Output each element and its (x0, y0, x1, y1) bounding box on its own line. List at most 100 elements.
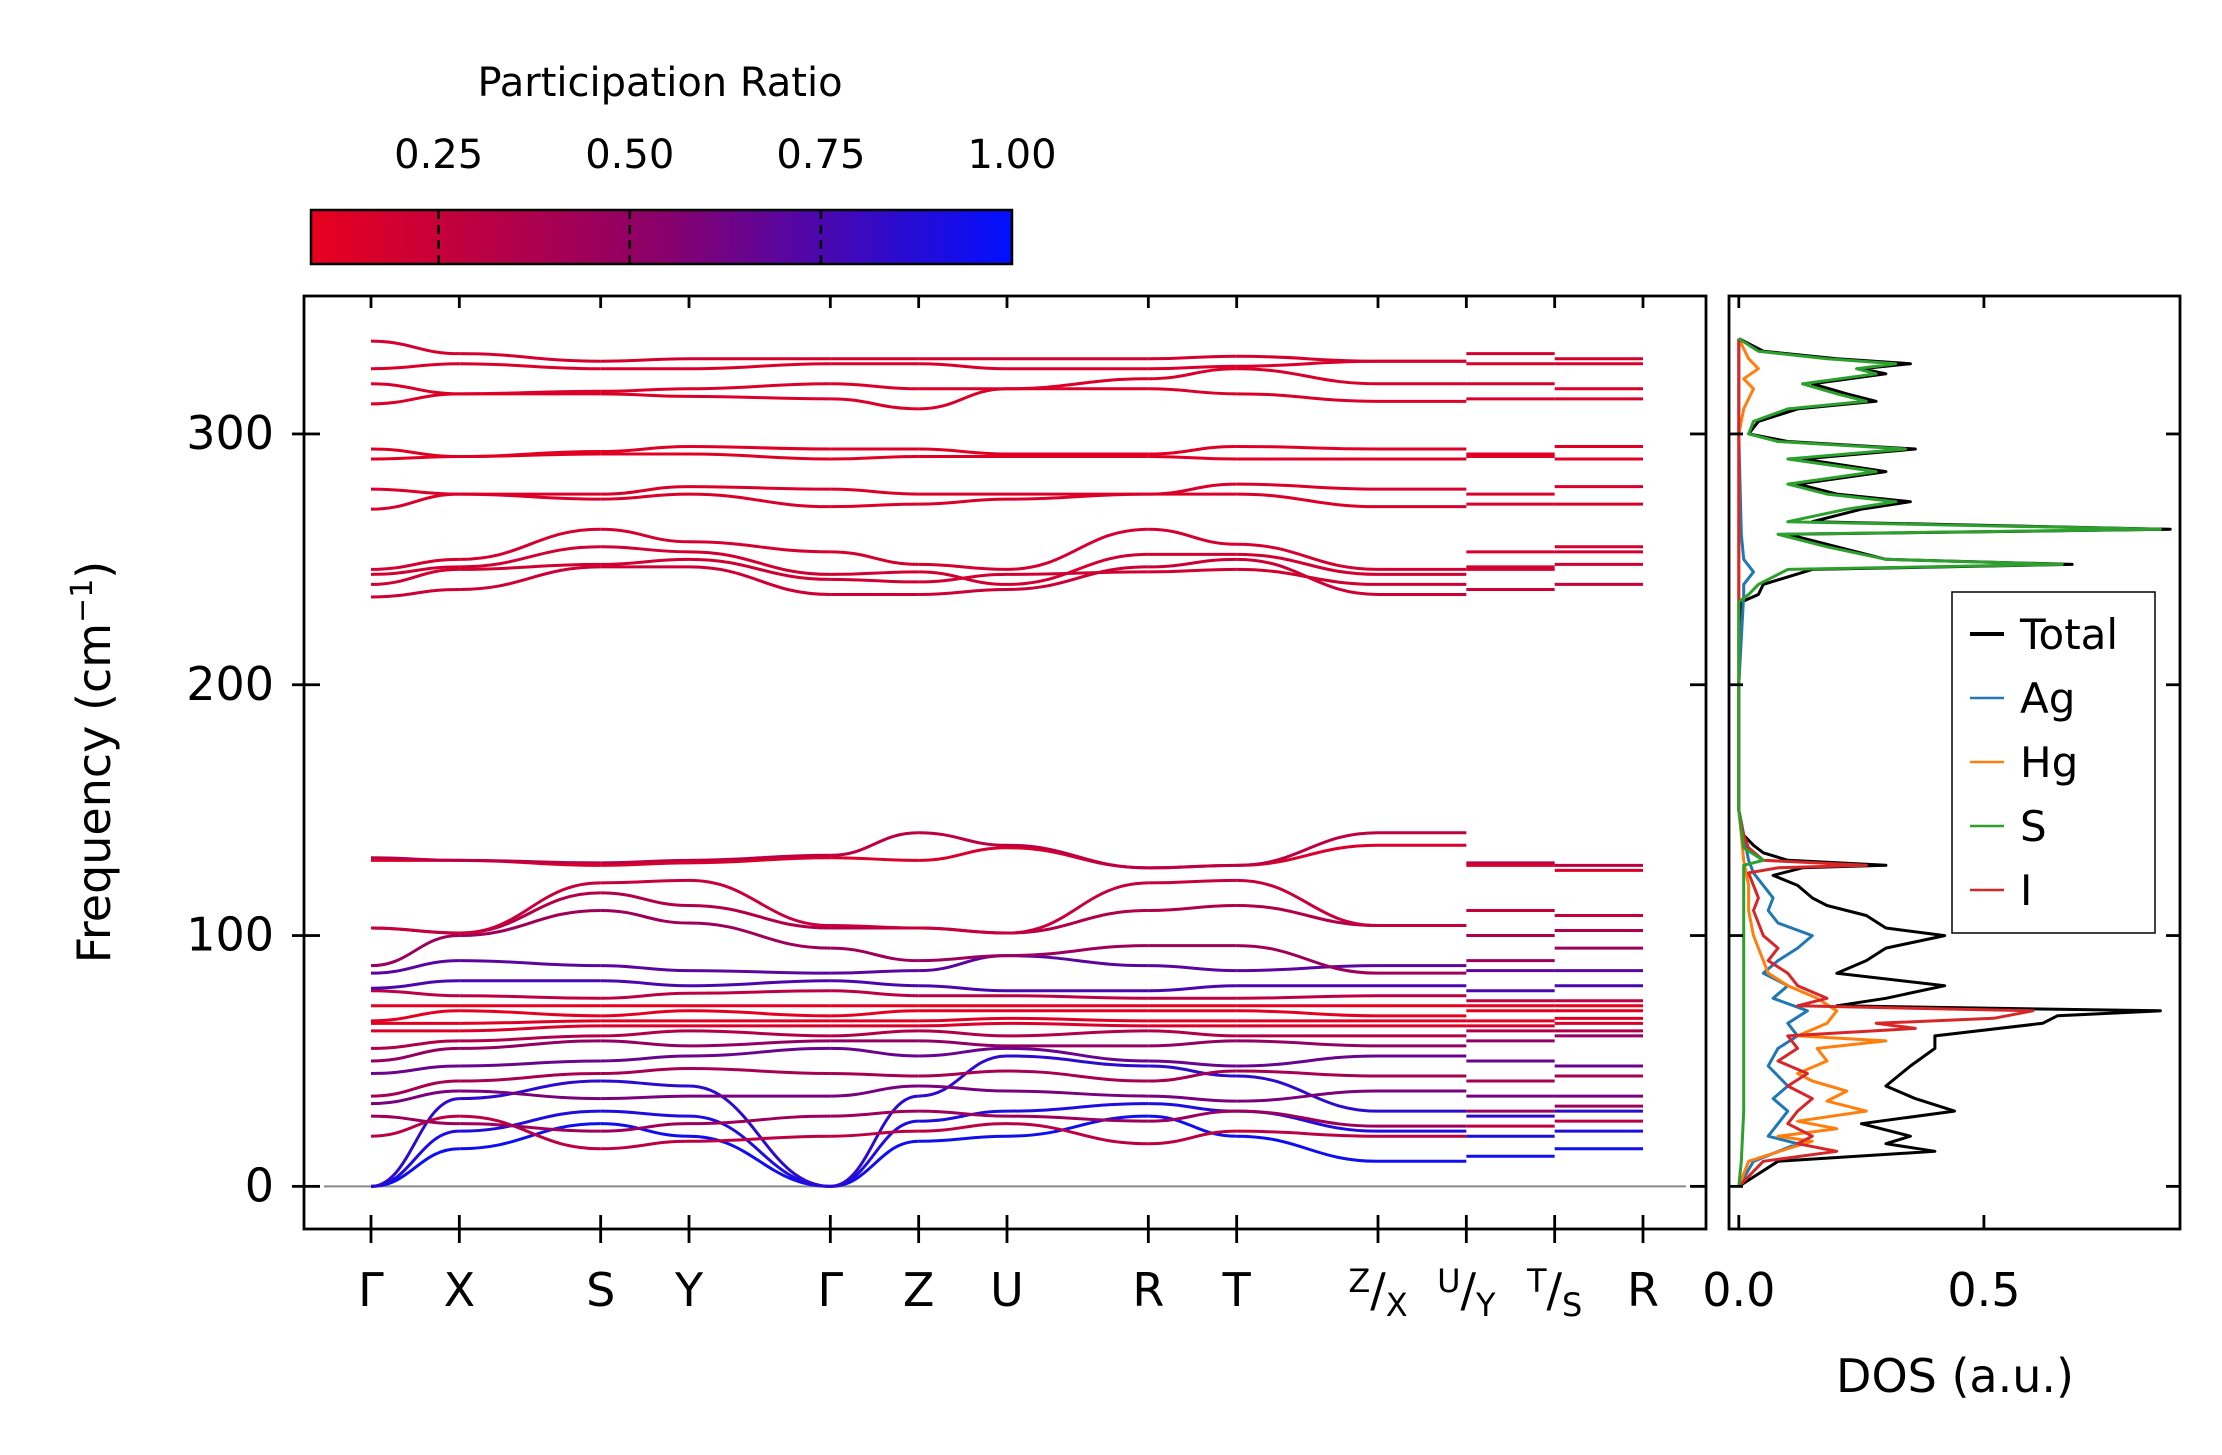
k-point-label: Z (903, 1263, 935, 1317)
band-plot-frame (302, 294, 1708, 1231)
phonon-band-low-6 (1006, 1089, 1149, 1098)
colorbar-tick-label: 1.00 (967, 132, 1056, 178)
phonon-band-high-24 (830, 577, 919, 584)
phonon-band-high-24 (1236, 567, 1379, 586)
phonon-band-high-31 (370, 392, 460, 406)
phonon-band-mid-20 (459, 881, 601, 935)
colorbar-title: Participation Ratio (477, 60, 842, 106)
phonon-band-high-24 (1006, 570, 1149, 576)
phonon-band-high-24 (688, 557, 831, 581)
phonon-band-acoustic-1 (688, 1134, 831, 1188)
phonon-band-low-17 (370, 959, 460, 975)
phonon-band-high-25 (600, 545, 690, 554)
phonon-band-low-9 (1236, 1039, 1379, 1048)
phonon-band-low-16 (830, 979, 919, 988)
phonon-band-acoustic-1 (830, 1139, 919, 1188)
phonon-band-low-7 (1148, 1069, 1237, 1083)
phonon-band-high-27 (370, 492, 460, 511)
phonon-band-high-26 (1006, 527, 1149, 571)
phonon-bands (370, 339, 1643, 1188)
k-point-label: T/S (1526, 1262, 1582, 1324)
phonon-band-high-26 (1236, 542, 1379, 571)
legend-label: Ag (2020, 674, 2075, 723)
legend-label: S (2020, 802, 2047, 851)
phonon-band-low-6 (1236, 1089, 1379, 1103)
phonon-band-high-23 (918, 587, 1008, 596)
phonon-band-low-15 (1236, 994, 1379, 1000)
phonon-band-mid-18 (688, 921, 831, 950)
phonon-band-acoustic-3 (1006, 1054, 1149, 1068)
dos-curve-s (1737, 337, 2162, 1187)
phonon-band-high-28 (370, 487, 460, 496)
phonon-band-high-28 (1148, 482, 1237, 496)
dos-plot-frame (1727, 294, 2182, 1231)
phonon-band-low-8 (918, 1046, 1008, 1058)
phonon-band-high-32 (1236, 367, 1379, 386)
phonon-band-low-17 (459, 959, 601, 968)
phonon-band-mid-21 (830, 856, 919, 862)
phonon-band-high-29 (830, 455, 919, 461)
phonon-band-mid-22 (1148, 863, 1237, 870)
phonon-band-low-9 (370, 1046, 460, 1063)
dos-ticks: 0.0 0.5 (1702, 296, 2180, 1317)
y-tick-label: 0 (245, 1158, 274, 1212)
phonon-band-low-10 (1006, 1029, 1149, 1038)
phonon-band-low-16 (688, 979, 831, 988)
phonon-band-high-28 (600, 485, 690, 496)
phonon-band-low-7 (918, 1069, 1008, 1078)
phonon-band-high-26 (830, 550, 919, 566)
phonon-band-mid-22 (1236, 831, 1379, 867)
phonon-band-mid-18 (370, 934, 460, 968)
colorbar-gradient (309, 208, 1014, 266)
y-axis-label: Frequency (cm−1) (65, 561, 121, 964)
phonon-band-low-4 (370, 1114, 460, 1138)
phonon-band-low-15 (830, 989, 919, 998)
phonon-band-high-23 (1148, 557, 1237, 569)
y-tick-label: 100 (186, 908, 274, 962)
phonon-band-high-29 (1148, 455, 1237, 461)
phonon-band-low-4 (1236, 1129, 1379, 1138)
phonon-band-acoustic-1 (1236, 1134, 1379, 1163)
phonon-band-low-6 (1148, 1094, 1237, 1103)
dos-curve-hg (1737, 337, 1888, 1187)
phonon-band-high-25 (918, 570, 1008, 586)
phonon-band-acoustic-2 (918, 1109, 1008, 1123)
phonon-band-low-10 (370, 1039, 460, 1050)
phonon-band-high-25 (459, 545, 601, 569)
phonon-band-low-4 (918, 1122, 1008, 1133)
phonon-band-high-28 (830, 487, 919, 496)
phonon-band-low-4 (600, 1139, 690, 1151)
phonon-band-high-33 (918, 362, 1008, 371)
phonon-band-low-16 (1148, 984, 1237, 993)
phonon-band-high-31 (918, 387, 1008, 411)
phonon-band-mid-19 (1148, 903, 1237, 912)
phonon-band-low-12 (459, 1019, 601, 1025)
phonon-band-low-7 (1006, 1069, 1149, 1083)
phonon-band-high-34 (600, 357, 690, 363)
phonon-band-high-31 (1148, 387, 1237, 396)
phonon-band-mid-18 (918, 954, 1008, 963)
phonon-band-low-4 (1148, 1129, 1237, 1146)
phonon-band-acoustic-2 (1148, 1102, 1237, 1113)
phonon-band-low-10 (918, 1029, 1008, 1038)
phonon-band-low-9 (600, 1039, 690, 1048)
phonon-band-high-27 (1236, 492, 1379, 509)
phonon-band-low-17 (688, 969, 831, 975)
phonon-band-low-8 (1236, 1054, 1379, 1068)
colorbar-tick-label: 0.50 (585, 132, 674, 178)
phonon-band-mid-20 (1148, 878, 1237, 885)
phonon-band-low-5 (459, 1122, 601, 1133)
phonon-band-mid-21 (688, 856, 831, 865)
phonon-band-mid-21 (600, 861, 690, 867)
phonon-band-low-11 (918, 1021, 1008, 1028)
phonon-band-acoustic-3 (370, 1097, 460, 1188)
phonon-band-low-4 (459, 1114, 601, 1151)
dos-legend: Total Ag Hg SI (1951, 591, 2156, 934)
k-point-label: X (444, 1263, 476, 1317)
y-tick-label: 200 (186, 657, 274, 711)
k-point-label: Z/X (1348, 1262, 1407, 1324)
phonon-band-low-16 (370, 979, 460, 990)
phonon-band-mid-22 (830, 831, 919, 857)
phonon-band-low-13 (688, 1009, 831, 1018)
phonon-band-mid-20 (600, 878, 690, 885)
